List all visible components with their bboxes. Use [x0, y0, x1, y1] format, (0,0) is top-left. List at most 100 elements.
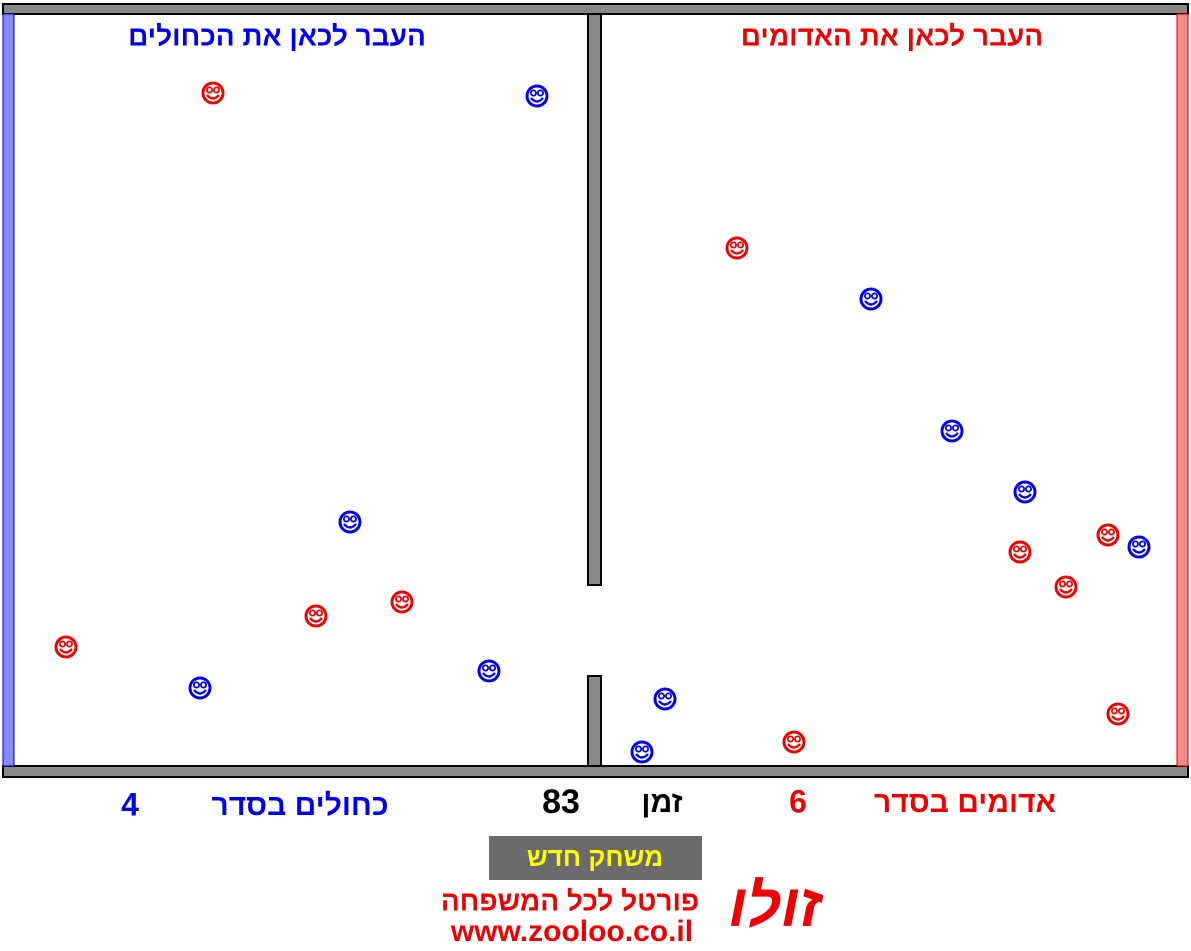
blue-piece[interactable] — [477, 659, 501, 683]
eye — [945, 424, 952, 432]
pieces — [54, 81, 1151, 764]
face — [54, 635, 78, 659]
smile — [730, 249, 744, 255]
face — [940, 419, 964, 443]
eye — [1018, 485, 1025, 493]
smile — [395, 603, 409, 609]
red-piece[interactable] — [54, 635, 78, 659]
face — [725, 236, 749, 260]
red-goal — [1176, 13, 1189, 767]
eye — [1139, 540, 1146, 548]
smile — [193, 689, 207, 695]
red-piece[interactable] — [201, 81, 225, 105]
red-piece[interactable] — [782, 730, 806, 754]
smile — [1059, 588, 1073, 594]
smile — [206, 94, 220, 100]
smile — [482, 672, 496, 678]
eye — [66, 640, 73, 648]
new-game-button[interactable]: משחק חדש — [489, 836, 702, 880]
face — [188, 676, 212, 700]
face — [1054, 575, 1078, 599]
logo[interactable]: זולו פורטל לכל המשפחה www.zooloo.co.il — [441, 872, 824, 948]
eye — [206, 86, 213, 94]
face — [1008, 540, 1032, 564]
eye — [730, 241, 737, 249]
eye — [402, 595, 409, 603]
blue-target: העבר לכאן את הכחולים — [128, 20, 426, 51]
eye — [350, 515, 357, 523]
button-bg[interactable] — [489, 836, 702, 880]
smile — [59, 648, 73, 654]
eye — [658, 692, 665, 700]
red-piece[interactable] — [1106, 702, 1130, 726]
eye — [395, 595, 402, 603]
eye — [665, 692, 672, 700]
blue-piece[interactable] — [188, 676, 212, 700]
blue-piece[interactable] — [653, 687, 677, 711]
face — [390, 590, 414, 614]
smile — [1132, 548, 1146, 554]
face — [477, 659, 501, 683]
eye — [1132, 540, 1139, 548]
eye — [1025, 485, 1032, 493]
blue-piece[interactable] — [338, 510, 362, 534]
eye — [1108, 528, 1115, 536]
red-target: העבר לכאן את האדומים — [741, 20, 1043, 51]
top-wall — [2, 3, 1189, 15]
eye — [1066, 580, 1073, 588]
eye — [737, 241, 744, 249]
smile — [658, 700, 672, 706]
blue-piece[interactable] — [630, 740, 654, 764]
face — [653, 687, 677, 711]
blue-goal — [2, 13, 15, 767]
face — [1127, 535, 1151, 559]
face — [630, 740, 654, 764]
face — [525, 84, 549, 108]
blue-count: 4 — [121, 786, 139, 822]
button-label[interactable]: משחק חדש — [527, 842, 663, 872]
eye — [794, 735, 801, 743]
eye — [193, 681, 200, 689]
eye — [1101, 528, 1108, 536]
eye — [1118, 707, 1125, 715]
eye — [200, 681, 207, 689]
smile — [1018, 493, 1032, 499]
logo-url[interactable]: www.zooloo.co.il — [450, 915, 693, 948]
blue-piece[interactable] — [940, 419, 964, 443]
red-piece[interactable] — [725, 236, 749, 260]
logo-name[interactable]: זולו — [729, 872, 825, 939]
red-piece[interactable] — [390, 590, 414, 614]
eye — [537, 89, 544, 97]
smile — [945, 432, 959, 438]
red-piece[interactable] — [304, 604, 328, 628]
smile — [787, 743, 801, 749]
smile — [309, 617, 323, 623]
blue-piece[interactable] — [1013, 480, 1037, 504]
face — [338, 510, 362, 534]
blue-label: כחולים בסדר — [211, 789, 388, 822]
eye — [309, 609, 316, 617]
eye — [530, 89, 537, 97]
eye — [642, 745, 649, 753]
smile — [1111, 715, 1125, 721]
eye — [787, 735, 794, 743]
blue-piece[interactable] — [859, 287, 883, 311]
blue-piece[interactable] — [1127, 535, 1151, 559]
eye — [482, 664, 489, 672]
eye — [871, 292, 878, 300]
red-label: אדומים בסדר — [874, 786, 1056, 819]
middle-wall — [587, 13, 602, 586]
eye — [635, 745, 642, 753]
face — [782, 730, 806, 754]
blue-piece[interactable] — [525, 84, 549, 108]
red-piece[interactable] — [1008, 540, 1032, 564]
smile — [530, 97, 544, 103]
time: 83 — [542, 783, 580, 821]
middle-wall — [587, 675, 602, 767]
eye — [1059, 580, 1066, 588]
red-piece[interactable] — [1054, 575, 1078, 599]
face — [859, 287, 883, 311]
red-piece[interactable] — [1096, 523, 1120, 547]
eye — [213, 86, 220, 94]
